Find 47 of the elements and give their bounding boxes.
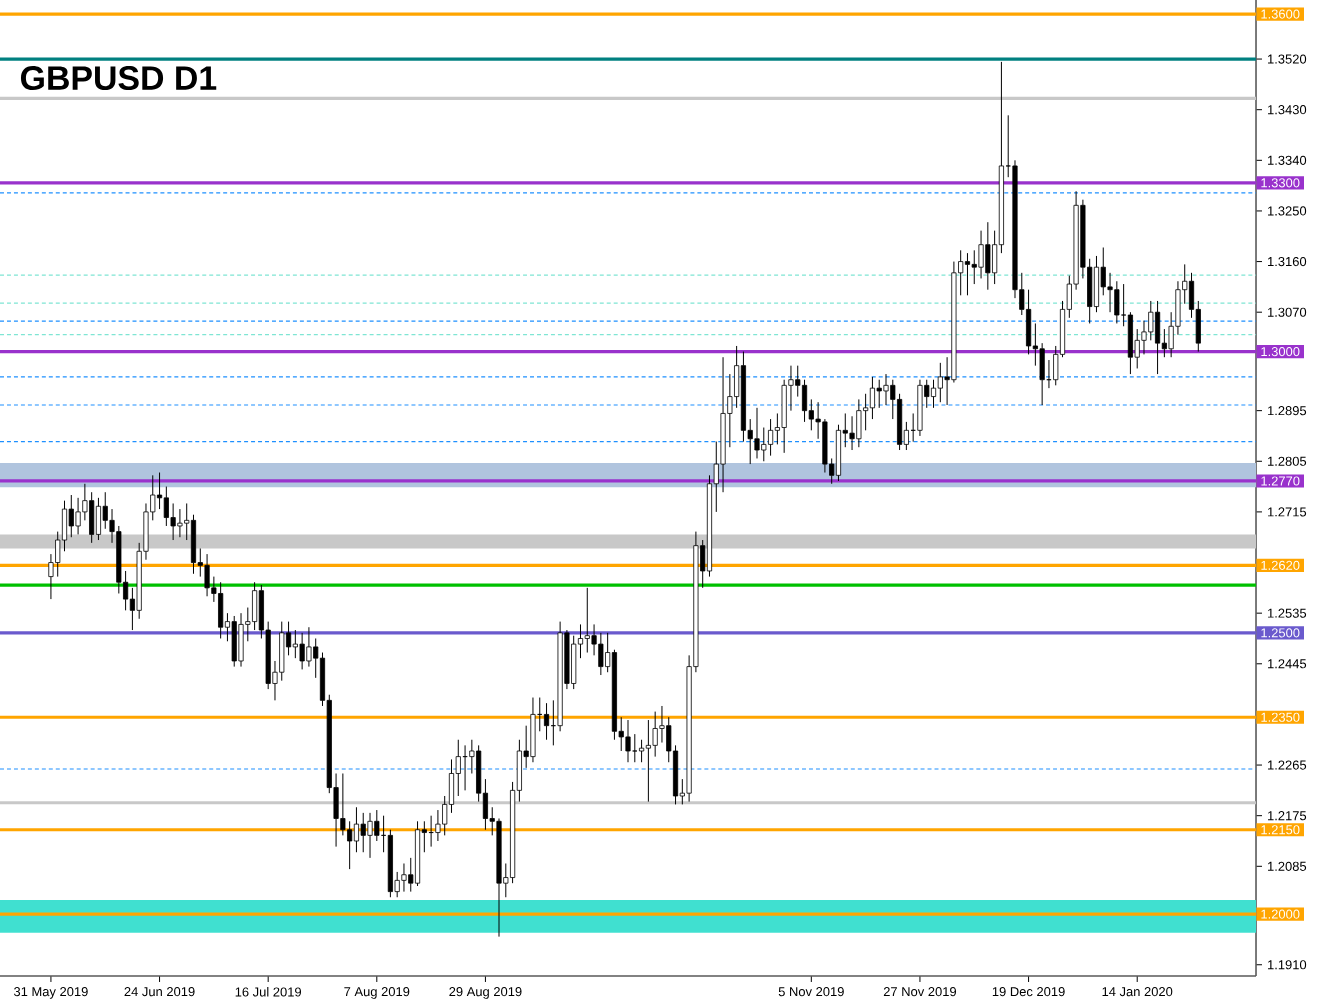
candlestick [360,812,366,853]
candlestick [937,362,943,403]
candlestick [598,632,604,676]
candlestick [1093,255,1100,313]
candlestick [218,581,224,639]
candlestick [768,418,774,457]
candlestick [414,820,421,887]
candlestick [917,379,923,437]
candlestick [754,407,760,459]
candlestick [1114,280,1120,324]
candlestick [95,497,102,541]
candlestick [156,472,163,510]
candlestick [1026,289,1032,355]
candlestick [401,862,407,893]
candlestick [897,393,903,451]
candlestick [625,719,631,763]
candlestick [801,379,808,423]
candlestick [883,373,889,406]
candlestick [869,376,875,420]
candlestick [849,415,855,451]
candlestick [964,252,971,296]
candlestick [231,615,237,668]
candlestick [584,587,590,654]
candlestick [238,612,244,668]
candlestick [611,649,617,741]
candlestick [252,581,258,631]
candlestick [177,508,183,538]
candlestick [190,514,197,575]
candlestick [985,221,991,291]
candlestick [835,424,842,482]
candlestick [543,702,550,741]
candlestick [530,697,536,763]
candlestick [930,379,937,409]
candlestick [299,632,305,670]
candlestick [387,829,393,898]
candlestick [740,351,746,443]
candlestick [856,398,862,448]
candlestick [863,393,869,431]
candlestick [1127,311,1133,375]
candlestick [353,806,360,853]
candlestick [367,812,373,859]
candlestick [89,491,95,544]
candlestick [1155,300,1161,375]
candlestick [639,739,645,763]
candlestick [645,719,651,803]
candlestick [204,553,210,597]
text: GBPUSD D1 [20,66,217,91]
